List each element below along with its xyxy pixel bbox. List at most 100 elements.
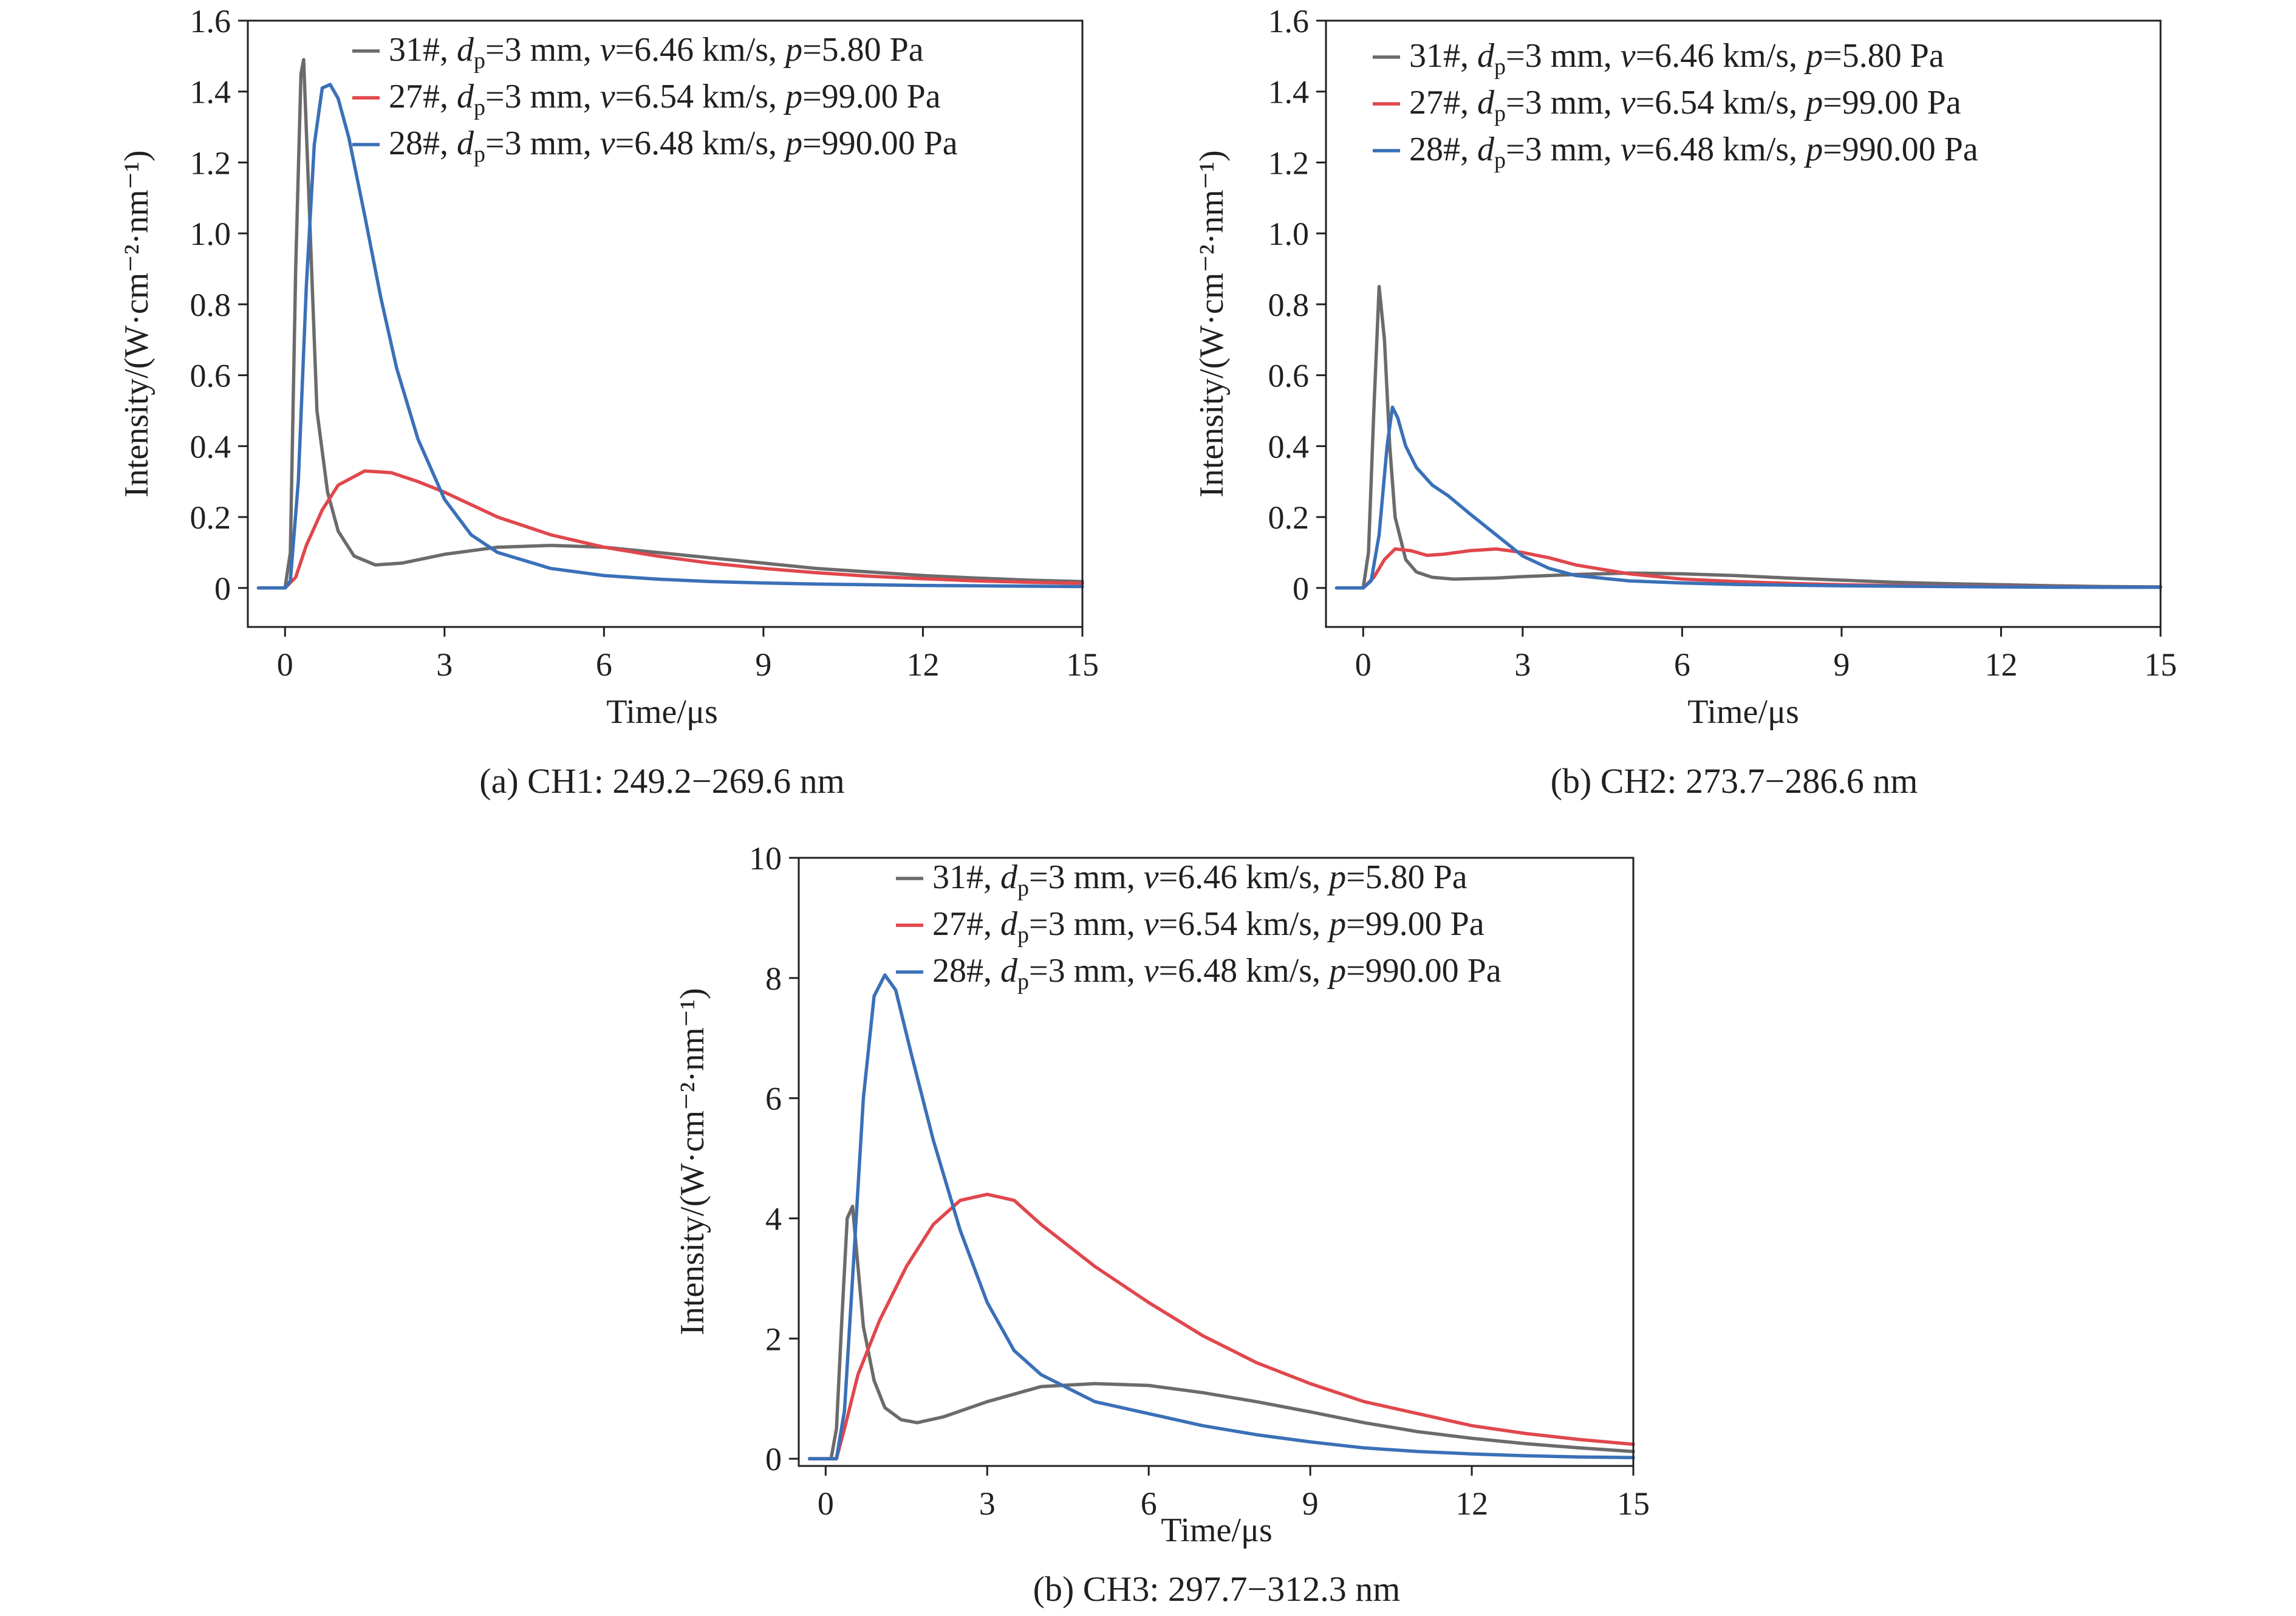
y-axis-label: Intensity/(W·cm⁻²·nm⁻¹) [674, 988, 711, 1335]
series-line-28 [1334, 405, 2162, 590]
y-axis-label: Intensity/(W·cm⁻²·nm⁻¹) [118, 150, 155, 498]
plot-frame [247, 19, 1084, 628]
legend-entry-28: 28#, dp=3 mm, v=6.48 km/s, p=990.00 Pa [1409, 131, 1978, 173]
legend-entry-27: 27#, dp=3 mm, v=6.54 km/s, p=99.00 Pa [1409, 84, 1961, 126]
y-tick-label: 0.2 [1268, 499, 1310, 536]
legend-entry-31: 31#, dp=3 mm, v=6.46 km/s, p=5.80 Pa [932, 858, 1467, 901]
y-tick-label: 1.0 [190, 216, 231, 252]
y-tick-label: 0.6 [190, 358, 231, 394]
panel-caption: (b) CH2: 273.7−286.6 nm [1551, 761, 1918, 801]
plot-frame [798, 857, 1635, 1467]
x-tick-label: 12 [906, 646, 939, 683]
legend-text-part: d [1477, 37, 1495, 75]
legend-text-part: d [457, 125, 474, 162]
legend-text-part: p [1494, 54, 1506, 80]
legend-text-part: p [1803, 37, 1823, 75]
legend-text-part: p [1017, 875, 1029, 901]
legend-text-part: =6.48 km/s, [615, 125, 786, 162]
y-tick-label: 2 [765, 1321, 782, 1357]
legend-text-part: =3 mm, [485, 31, 600, 69]
x-tick-label: 0 [1355, 646, 1372, 683]
legend-text-part: =3 mm, [1506, 131, 1621, 168]
legend-text-part: 31#, [389, 31, 457, 69]
legend-text-part: p [783, 125, 802, 162]
series-line-31 [807, 1204, 1635, 1460]
legend-text-part: =990.00 Pa [802, 125, 958, 162]
legend-text-part: =6.46 km/s, [1636, 37, 1806, 75]
y-tick-label: 1.6 [1268, 3, 1310, 39]
y-tick-label: 1.0 [1268, 216, 1310, 252]
y-tick-label: 1.2 [190, 145, 231, 181]
series-line-31 [256, 58, 1084, 590]
legend-text-part: =3 mm, [1029, 952, 1144, 990]
y-tick-label: 0 [765, 1441, 782, 1477]
legend-text-part: v [1621, 37, 1636, 75]
legend-entry-31: 31#, dp=3 mm, v=6.46 km/s, p=5.80 Pa [389, 31, 924, 74]
x-tick-label: 0 [818, 1485, 834, 1522]
panel-caption: (a) CH1: 249.2−269.6 nm [479, 761, 844, 801]
legend-text-part: =5.80 Pa [1823, 37, 1944, 75]
legend-text-part: =3 mm, [485, 78, 600, 115]
legend-text-part: =990.00 Pa [1346, 952, 1502, 990]
legend-text-part: d [457, 31, 474, 69]
x-tick-label: 6 [1674, 646, 1690, 683]
y-tick-label: 0 [214, 570, 231, 607]
series-line-27 [807, 1193, 1635, 1460]
legend-entry-27: 27#, dp=3 mm, v=6.54 km/s, p=99.00 Pa [932, 905, 1485, 948]
x-tick-label: 6 [1141, 1485, 1157, 1522]
x-tick-label: 12 [1455, 1485, 1488, 1522]
legend-entry-28: 28#, dp=3 mm, v=6.48 km/s, p=990.00 Pa [389, 125, 958, 167]
legend-text-part: p [1017, 969, 1029, 995]
legend-text-part: =6.48 km/s, [1159, 952, 1330, 990]
x-axis-label: Time/μs [1687, 693, 1799, 731]
legend-text-part: p [1494, 148, 1506, 173]
x-tick-label: 3 [1514, 646, 1531, 683]
legend-text-part: v [1144, 905, 1159, 943]
y-tick-label: 4 [765, 1200, 782, 1237]
legend-text-part: d [1477, 84, 1495, 122]
panel-ch3: 0 3 6 9 12 15 0 2 4 6 8 10 Time/μs Intensity/(W·cm⁻²·… [674, 840, 1650, 1609]
legend-text-part: 28#, [1409, 131, 1477, 168]
x-axis-label: Time/μs [606, 693, 718, 731]
y-tick-label: 0.2 [190, 499, 231, 536]
panel-ch2: 0 3 6 9 12 15 0 0.2 0.4 0.6 0.8 1.0 1.2 1.4 1.6 Time/μs… [1193, 3, 2177, 801]
y-tick-label: 1.2 [1268, 145, 1310, 181]
series-line-27 [256, 469, 1084, 590]
legend-text-part: 27#, [1409, 84, 1477, 122]
legend-text-part: p [474, 48, 485, 74]
x-tick-label: 15 [1066, 646, 1099, 683]
legend-text-part: =6.48 km/s, [1636, 131, 1806, 168]
x-tick-label: 9 [1302, 1485, 1319, 1522]
legend-text-part: v [600, 78, 615, 115]
legend-text-part: d [1000, 952, 1018, 990]
legend-text-part: v [1144, 952, 1159, 990]
panel-ch1: 0 3 6 9 12 15 0 0.2 0.4 0.6 0.8 1.0 1.2 1.4 1.6 Time/μs… [118, 3, 1099, 801]
legend-entry-28: 28#, dp=3 mm, v=6.48 km/s, p=990.00 Pa [932, 952, 1502, 995]
y-axis-label: Intensity/(W·cm⁻²·nm⁻¹) [1193, 150, 1231, 498]
legend-text-part: p [1327, 858, 1346, 896]
y-tick-label: 0.4 [1268, 428, 1310, 465]
legend-text-part: v [600, 125, 615, 162]
legend-text-part: =3 mm, [1029, 858, 1144, 896]
legend-text-part: 28#, [389, 125, 457, 162]
legend-text-part: =6.46 km/s, [1159, 858, 1330, 896]
legend-text-part: =3 mm, [1506, 37, 1621, 75]
legend-text-part: p [783, 78, 802, 115]
series-line-31 [1334, 284, 2162, 590]
legend-text-part: =5.80 Pa [1346, 858, 1467, 896]
y-tick-label: 0.8 [190, 287, 231, 323]
x-tick-label: 3 [436, 646, 453, 683]
legend-text-part: p [1017, 922, 1029, 948]
legend-text-part: d [1000, 858, 1018, 896]
x-tick-label: 12 [1984, 646, 2017, 683]
x-axis-label: Time/μs [1161, 1512, 1273, 1549]
legend-text-part: p [1494, 101, 1506, 126]
legend-text-part: v [1621, 84, 1636, 122]
y-tick-label: 0 [1293, 570, 1309, 607]
y-tick-label: 0.8 [1268, 287, 1310, 323]
series-line-28 [807, 973, 1635, 1460]
legend-text-part: p [474, 142, 485, 167]
plot-frame [1325, 19, 2162, 628]
series-line-28 [256, 83, 1084, 590]
